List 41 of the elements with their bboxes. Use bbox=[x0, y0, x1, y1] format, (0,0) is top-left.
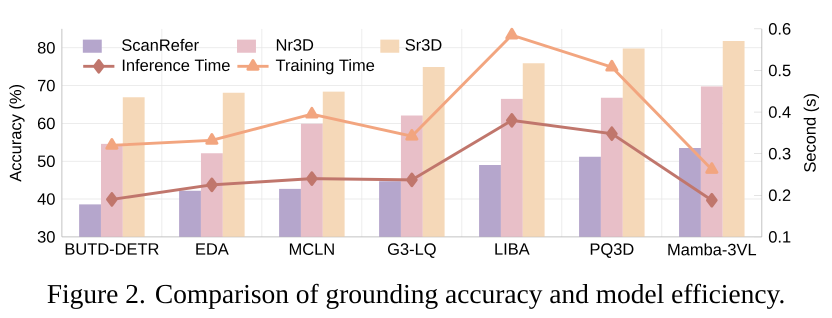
point bbox=[305, 106, 318, 119]
x-tick-label: BUTD-DETR bbox=[66, 243, 159, 255]
y2-tick-label: 0.5 bbox=[768, 64, 790, 76]
y2-tick-label: 0.4 bbox=[768, 106, 791, 118]
point bbox=[506, 113, 518, 128]
y2-tick-label: 0.1 bbox=[768, 231, 790, 243]
y-axis-title: Accuracy (%) bbox=[9, 84, 25, 182]
y2-tick-label: 0.2 bbox=[768, 189, 790, 202]
legend-label: Training Time bbox=[276, 58, 374, 74]
y2-tick-label: 0.3 bbox=[768, 148, 790, 160]
point bbox=[406, 172, 418, 188]
point bbox=[706, 192, 718, 208]
y-tick-label: 30 bbox=[38, 231, 55, 243]
legend-label: Nr3D bbox=[276, 39, 314, 51]
x-tick-label: MCLN bbox=[290, 243, 334, 255]
point bbox=[105, 138, 118, 150]
legend-label: Inference Time bbox=[122, 58, 230, 72]
y-tick-label: 80 bbox=[38, 42, 55, 54]
y-tick-label: 70 bbox=[38, 80, 55, 92]
point bbox=[306, 171, 318, 186]
caption: Figure 2. Comparison of grounding accuracy and model efficiency. bbox=[48, 284, 784, 309]
point bbox=[605, 60, 618, 72]
y-tick-label: 40 bbox=[38, 193, 55, 205]
y2-axis-title: Second (s) bbox=[804, 94, 820, 172]
point bbox=[505, 28, 518, 40]
y2-tick-label: 0.6 bbox=[768, 23, 790, 35]
x-tick-label: EDA bbox=[196, 243, 229, 255]
x-tick-label: Mamba-3VL bbox=[668, 243, 756, 256]
legend-label: ScanRefer bbox=[122, 38, 199, 51]
x-tick-label: G3-LQ bbox=[388, 243, 436, 258]
point bbox=[205, 133, 218, 145]
point bbox=[705, 162, 718, 174]
point bbox=[606, 126, 618, 142]
x-tick-label: PQ3D bbox=[590, 243, 634, 258]
point bbox=[106, 192, 118, 207]
point bbox=[206, 178, 218, 192]
x-tick-label: LIBA bbox=[495, 243, 530, 255]
point bbox=[405, 128, 418, 141]
legend-label: Sr3D bbox=[405, 39, 442, 51]
y-tick-label: 50 bbox=[38, 155, 55, 168]
y-tick-label: 60 bbox=[38, 118, 55, 130]
